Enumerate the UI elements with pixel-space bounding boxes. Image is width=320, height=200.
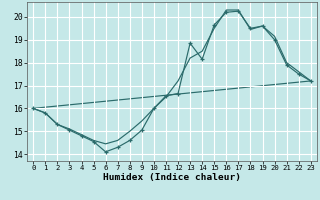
X-axis label: Humidex (Indice chaleur): Humidex (Indice chaleur) [103, 173, 241, 182]
